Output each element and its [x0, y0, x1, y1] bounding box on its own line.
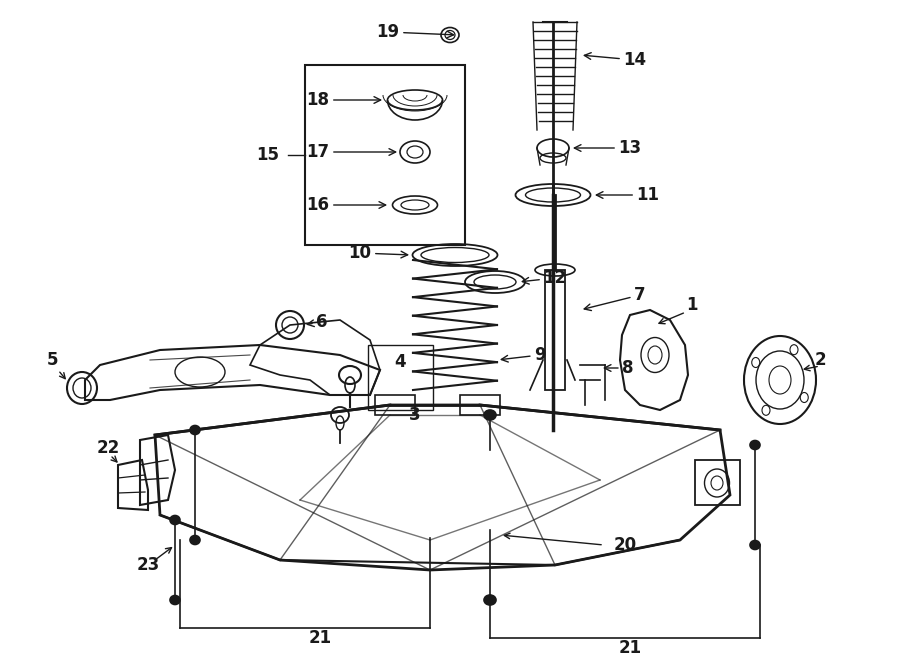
Text: 21: 21: [309, 629, 331, 647]
Bar: [545, 270, 565, 390]
Text: 5: 5: [46, 351, 58, 369]
Text: 3: 3: [410, 406, 421, 424]
Ellipse shape: [190, 426, 200, 434]
Text: 22: 22: [96, 439, 120, 457]
Text: 17: 17: [306, 143, 396, 161]
Bar: [375, 395, 415, 415]
Text: 21: 21: [618, 639, 642, 657]
Ellipse shape: [484, 595, 496, 605]
Text: 9: 9: [501, 346, 545, 364]
Text: 13: 13: [574, 139, 642, 157]
Text: 18: 18: [307, 91, 381, 109]
Text: 4: 4: [394, 353, 406, 371]
Text: 7: 7: [584, 286, 646, 311]
Bar: [460, 395, 500, 415]
Ellipse shape: [750, 440, 760, 449]
Bar: [695, 460, 740, 505]
Text: 11: 11: [597, 186, 660, 204]
Text: 12: 12: [522, 269, 567, 287]
Ellipse shape: [170, 596, 180, 605]
Text: 16: 16: [307, 196, 386, 214]
Text: 10: 10: [348, 244, 408, 262]
Text: 8: 8: [604, 359, 634, 377]
Bar: [368, 345, 433, 410]
Text: 2: 2: [814, 351, 826, 369]
Ellipse shape: [190, 535, 200, 545]
Text: 20: 20: [614, 536, 636, 554]
Text: 14: 14: [584, 51, 646, 69]
Ellipse shape: [484, 410, 496, 420]
Text: 6: 6: [307, 313, 328, 331]
Text: 23: 23: [137, 556, 159, 574]
Ellipse shape: [170, 516, 180, 524]
Ellipse shape: [750, 541, 760, 549]
Bar: [305, 65, 465, 245]
Text: 19: 19: [376, 23, 454, 41]
Text: 15: 15: [256, 146, 280, 164]
Text: 1: 1: [686, 296, 698, 314]
